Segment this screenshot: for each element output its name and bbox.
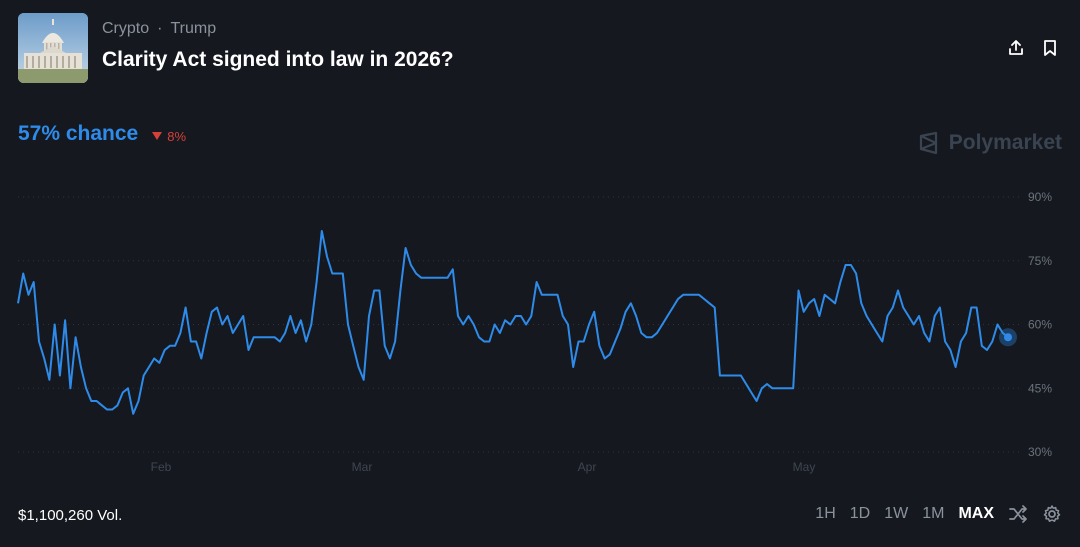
y-tick-label: 90% bbox=[1028, 190, 1052, 204]
market-thumbnail bbox=[18, 13, 88, 83]
chance-row: 57% chance 8% bbox=[18, 122, 186, 146]
current-point bbox=[1004, 333, 1012, 342]
breadcrumb-trump[interactable]: Trump bbox=[170, 20, 217, 37]
x-tick-label: Mar bbox=[352, 460, 373, 474]
delta-value: 8% bbox=[167, 128, 187, 144]
chance-delta: 8% bbox=[152, 129, 186, 144]
x-tick-label: May bbox=[793, 460, 816, 474]
share-button[interactable] bbox=[1006, 38, 1026, 58]
time-range-selector: 1H 1D 1W 1M MAX bbox=[815, 504, 1062, 524]
bookmark-button[interactable] bbox=[1040, 38, 1060, 58]
breadcrumb-separator: · bbox=[157, 20, 163, 37]
brand-watermark: Polymarket bbox=[917, 131, 1062, 155]
breadcrumb: Crypto · Trump bbox=[102, 20, 216, 38]
x-tick-label: Apr bbox=[578, 460, 597, 474]
x-tick-label: Feb bbox=[151, 460, 172, 474]
range-1m[interactable]: 1M bbox=[922, 505, 945, 522]
shuffle-button[interactable] bbox=[1008, 504, 1028, 524]
shuffle-icon bbox=[1009, 505, 1027, 523]
y-tick-label: 45% bbox=[1028, 381, 1052, 395]
share-icon bbox=[1009, 40, 1023, 55]
chance-value: 57% chance bbox=[18, 122, 139, 145]
series-line bbox=[17, 230, 1009, 415]
polymarket-logo-icon bbox=[919, 131, 937, 155]
y-tick-label: 30% bbox=[1028, 445, 1052, 459]
capitol-image-icon bbox=[18, 13, 88, 83]
bookmark-icon bbox=[1044, 40, 1056, 56]
brand-name: Polymarket bbox=[948, 131, 1062, 154]
down-triangle-icon bbox=[152, 132, 163, 140]
settings-button[interactable] bbox=[1042, 504, 1062, 524]
range-max[interactable]: MAX bbox=[958, 505, 994, 522]
y-tick-label: 60% bbox=[1028, 318, 1052, 332]
breadcrumb-crypto[interactable]: Crypto bbox=[102, 20, 150, 37]
range-1d[interactable]: 1D bbox=[849, 505, 871, 522]
range-1h[interactable]: 1H bbox=[815, 505, 836, 522]
top-actions bbox=[1006, 38, 1060, 58]
price-chart[interactable]: 90% 75% 60% 45% 30% Feb Mar Apr May bbox=[0, 180, 1080, 480]
gear-icon bbox=[1043, 505, 1061, 522]
volume-label: $1,100,260 Vol. bbox=[18, 507, 123, 524]
page-title: Clarity Act signed into law in 2026? bbox=[102, 48, 454, 71]
range-1w[interactable]: 1W bbox=[884, 505, 909, 522]
y-tick-label: 75% bbox=[1028, 254, 1052, 268]
